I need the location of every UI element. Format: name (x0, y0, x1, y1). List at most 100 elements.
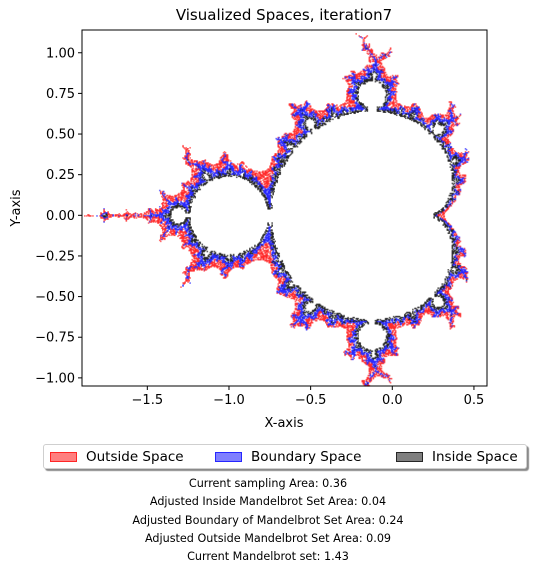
boundary-space-cell (408, 116, 410, 119)
inside-space-cell (414, 107, 416, 109)
inside-space-cell (309, 130, 312, 133)
outside-space-cell (340, 107, 342, 109)
boundary-space-cell (384, 53, 387, 56)
boundary-space-cell (387, 82, 390, 85)
boundary-space-cell (421, 117, 423, 120)
boundary-space-cell (352, 90, 354, 92)
inside-space-cell (320, 124, 323, 127)
boundary-space-cell (298, 113, 301, 116)
outside-space-cell (197, 180, 200, 183)
outside-space-cell (389, 101, 392, 103)
inside-space-cell (305, 115, 308, 118)
boundary-space-cell (455, 116, 458, 119)
boundary-space-cell (441, 120, 444, 123)
inside-space-cell (276, 180, 279, 183)
inside-space-cell (278, 158, 281, 160)
outside-space-cell (185, 155, 187, 157)
outside-space-cell (298, 129, 301, 132)
boundary-space-cell (196, 162, 199, 164)
boundary-space-cell (315, 120, 318, 123)
boundary-space-cell (437, 136, 440, 139)
outside-space-cell (201, 162, 204, 164)
boundary-space-cell (200, 182, 203, 185)
outside-space-cell (291, 134, 294, 137)
outside-space-cell (268, 169, 270, 171)
outside-space-cell (381, 72, 384, 75)
outside-space-cell (371, 51, 374, 53)
boundary-space-cell (459, 158, 462, 160)
outside-space-cell (182, 184, 184, 187)
boundary-space-cell (449, 118, 452, 121)
inside-space-cell (337, 117, 339, 120)
outside-space-cell (187, 151, 189, 153)
boundary-space-cell (193, 176, 195, 179)
outside-space-cell (377, 60, 380, 63)
boundary-space-cell (399, 106, 402, 108)
boundary-space-cell (359, 82, 362, 85)
inside-space-cell (457, 178, 460, 181)
outside-space-cell (419, 108, 421, 110)
boundary-space-cell (382, 78, 385, 81)
boundary-space-cell (198, 173, 201, 176)
outside-space-cell (368, 59, 371, 62)
inside-space-cell (390, 112, 393, 115)
boundary-space-cell (297, 120, 300, 123)
boundary-space-cell (226, 165, 229, 167)
inside-space-cell (222, 173, 225, 176)
outside-space-cell (279, 152, 282, 154)
outside-space-cell (269, 175, 271, 178)
inside-space-cell (452, 169, 455, 171)
outside-space-cell (255, 174, 257, 177)
boundary-space-cell (389, 51, 392, 53)
boundary-space-cell (298, 122, 301, 125)
outside-space-cell (390, 107, 393, 109)
inside-space-cell (332, 113, 334, 116)
outside-space-cell (292, 107, 295, 109)
boundary-space-cell (204, 164, 207, 166)
boundary-space-cell (206, 168, 209, 170)
inside-space-cell (392, 110, 395, 112)
outside-space-cell (464, 151, 467, 153)
inside-space-cell (293, 142, 296, 145)
boundary-space-cell (455, 170, 458, 172)
outside-space-cell (190, 179, 192, 182)
boundary-space-cell (447, 127, 450, 130)
inside-space-cell (383, 84, 386, 87)
boundary-space-cell (369, 70, 372, 73)
inside-space-cell (444, 131, 447, 134)
outside-space-cell (323, 109, 326, 111)
outside-space-cell (449, 133, 452, 136)
outside-space-cell (182, 189, 184, 192)
outside-space-cell (261, 183, 263, 186)
inside-space-cell (404, 113, 407, 116)
inside-space-cell (289, 154, 292, 156)
boundary-space-cell (244, 171, 246, 174)
outside-space-cell (297, 131, 300, 134)
boundary-space-cell (193, 186, 195, 189)
boundary-space-cell (266, 189, 268, 192)
outside-space-cell (460, 155, 463, 157)
boundary-space-cell (225, 166, 228, 168)
inside-space-cell (412, 118, 414, 121)
inside-space-cell (394, 113, 397, 116)
inside-space-cell (245, 177, 247, 180)
inside-space-cell (318, 123, 321, 126)
boundary-space-cell (297, 112, 300, 115)
outside-space-cell (208, 164, 211, 166)
boundary-space-cell (458, 165, 461, 167)
inside-space-cell (326, 118, 328, 121)
boundary-space-cell (352, 99, 354, 101)
boundary-space-cell (281, 142, 284, 145)
outside-space-cell (321, 111, 324, 113)
outside-space-cell (326, 111, 328, 113)
boundary-space-cell (396, 82, 399, 85)
outside-space-cell (420, 117, 422, 120)
outside-space-cell (455, 120, 458, 123)
boundary-space-cell (360, 77, 363, 80)
boundary-space-cell (352, 95, 354, 97)
inside-space-cell (410, 117, 412, 120)
outside-space-cell (358, 35, 361, 37)
boundary-space-cell (444, 134, 447, 137)
inside-space-cell (446, 122, 449, 125)
boundary-space-cell (361, 37, 364, 39)
